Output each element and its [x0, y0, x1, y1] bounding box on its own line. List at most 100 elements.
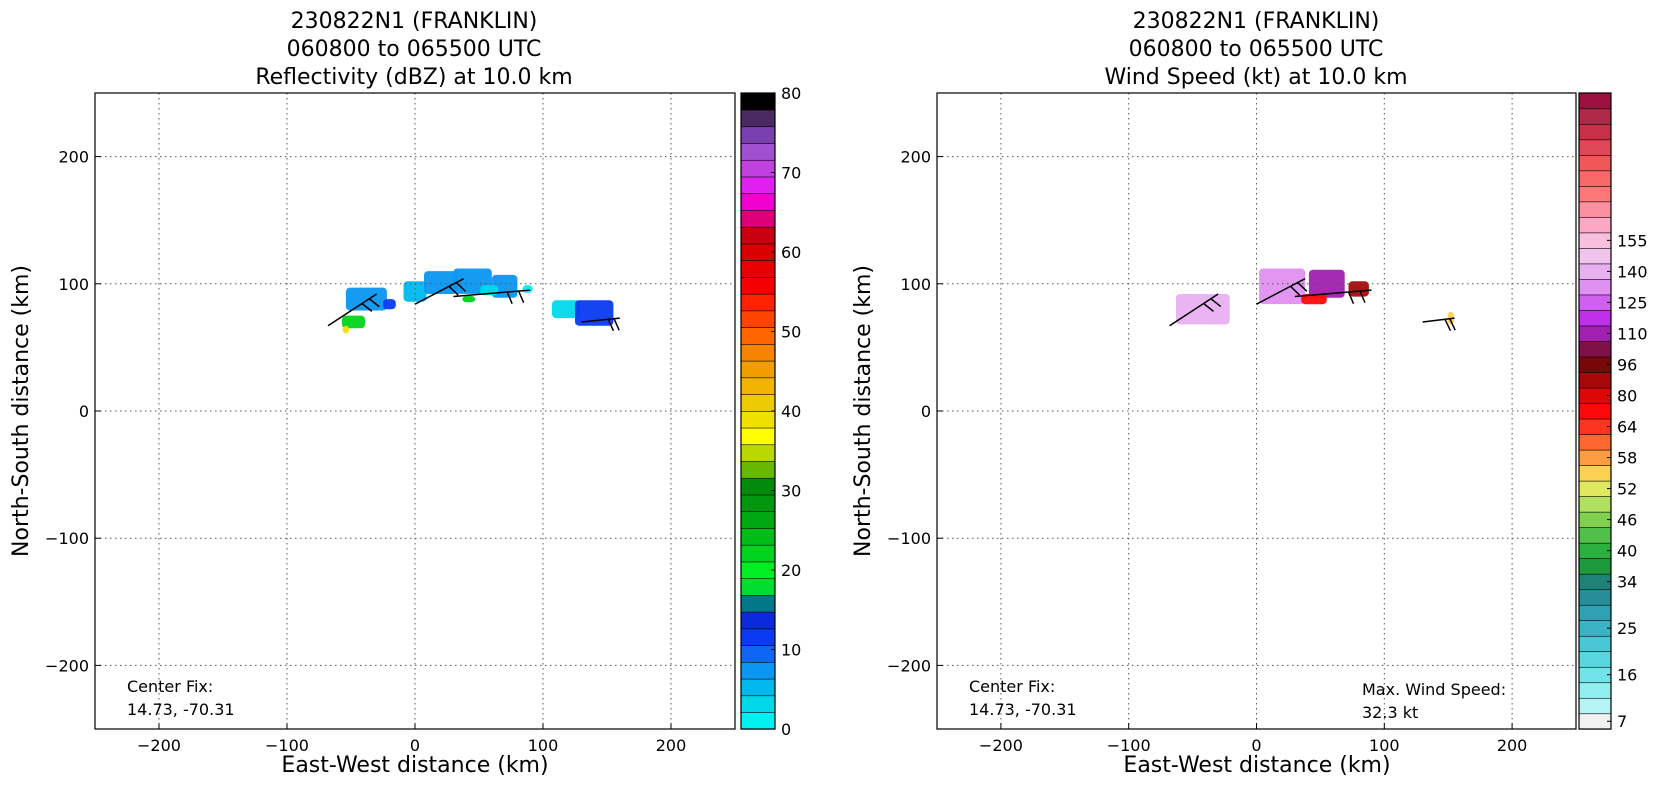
- colorbar-segment: [740, 410, 776, 429]
- wind-speed-x-ticks: −200 −100 0 100 200: [979, 723, 1527, 755]
- colorbar-segment: [740, 561, 776, 579]
- colorbar-tick-label: 96: [1617, 355, 1637, 374]
- wind-speed-wind-barbs: [1169, 278, 1456, 332]
- colorbar-segment: [1578, 697, 1612, 715]
- colorbar-tick-label: 140: [1617, 262, 1648, 281]
- colorbar-tick-label: 7: [1617, 712, 1627, 731]
- wind-barb-flag: [517, 290, 525, 304]
- colorbar-segment: [1578, 92, 1612, 110]
- x-tick-label: 0: [1251, 736, 1261, 755]
- wind-barb-flag: [506, 291, 513, 304]
- y-tick-label: −200: [887, 656, 931, 675]
- y-tick-label: 200: [900, 148, 931, 167]
- colorbar-segment: [1578, 558, 1612, 575]
- wind-speed-panel: 230822N1 (FRANKLIN) 060800 to 065500 UTC…: [851, 9, 1648, 778]
- colorbar-segment: [740, 159, 776, 178]
- reflectivity-center-fix-value: 14.73, -70.31: [127, 700, 235, 719]
- wind-speed-y-axis-label: North-South distance (km): [851, 265, 876, 557]
- colorbar-segment: [1578, 573, 1612, 590]
- colorbar-segment: [740, 661, 776, 680]
- wind-barb-flag: [1449, 318, 1456, 331]
- wind-barb-0: [1169, 293, 1219, 327]
- data-cell-0: [1176, 294, 1230, 325]
- wind-barb-1: [1256, 278, 1306, 305]
- wind-barb-flag: [1347, 291, 1355, 304]
- colorbar-segment: [740, 544, 776, 563]
- reflectivity-colorbar-ticks: 0 10 20 30 40 50 60 70 80: [771, 84, 801, 739]
- colorbar-segment: [740, 327, 776, 345]
- y-tick-label: 200: [58, 148, 89, 167]
- colorbar-tick-label: 34: [1617, 573, 1637, 592]
- colorbar-segment: [1578, 154, 1612, 172]
- y-tick-label: 0: [921, 402, 931, 421]
- data-cell-8: [462, 295, 476, 303]
- colorbar-segment: [740, 209, 776, 228]
- x-tick-label: −200: [137, 736, 181, 755]
- colorbar-segment: [1578, 139, 1612, 156]
- colorbar-segment: [740, 511, 776, 529]
- colorbar-segment: [740, 578, 776, 596]
- colorbar-segment: [1578, 371, 1612, 389]
- colorbar-tick-label: 110: [1617, 324, 1648, 343]
- data-cell-11: [552, 300, 581, 319]
- wind-barb-flag: [613, 318, 620, 331]
- wind-barb-flag: [1444, 318, 1452, 332]
- colorbar-tick-label: 40: [1617, 542, 1637, 561]
- wind-barb-3: [581, 317, 620, 323]
- colorbar-segment: [740, 427, 776, 446]
- colorbar-segment: [1578, 511, 1612, 528]
- colorbar-segment: [1578, 309, 1612, 327]
- x-tick-label: 0: [410, 736, 420, 755]
- reflectivity-colorbar: [740, 92, 776, 730]
- colorbar-segment: [1578, 496, 1612, 513]
- colorbar-segment: [740, 310, 776, 328]
- data-cell-3: [383, 299, 396, 310]
- colorbar-tick-label: 50: [781, 323, 801, 342]
- colorbar-tick-label: 40: [781, 402, 801, 421]
- colorbar-segment: [1578, 682, 1612, 699]
- wind-speed-colorbar: [1578, 92, 1612, 730]
- colorbar-tick-label: 80: [1617, 386, 1637, 405]
- colorbar-segment: [740, 293, 776, 312]
- colorbar-segment: [1578, 666, 1612, 684]
- colorbar-segment: [740, 594, 776, 613]
- colorbar-segment: [740, 611, 776, 630]
- reflectivity-center-fix-label: Center Fix:: [127, 677, 213, 696]
- colorbar-segment: [1578, 480, 1612, 497]
- wind-barb-2: [1294, 289, 1372, 298]
- reflectivity-wind-barbs: [327, 278, 620, 332]
- x-tick-label: −200: [979, 736, 1023, 755]
- y-tick-label: 100: [58, 275, 89, 294]
- reflectivity-title-line1: 230822N1 (FRANKLIN): [291, 9, 538, 34]
- wind-speed-center-fix-label: Center Fix:: [969, 677, 1055, 696]
- colorbar-segment: [740, 460, 776, 479]
- x-tick-label: −100: [265, 736, 309, 755]
- x-tick-label: 100: [528, 736, 559, 755]
- colorbar-segment: [740, 711, 776, 730]
- colorbar-segment: [1578, 216, 1612, 234]
- colorbar-segment: [1578, 402, 1612, 420]
- colorbar-segment: [1578, 433, 1612, 451]
- reflectivity-x-ticks: −200 −100 0 100 200: [137, 723, 686, 755]
- colorbar-tick-label: 16: [1617, 666, 1637, 685]
- colorbar-segment: [740, 695, 776, 713]
- colorbar-segment: [740, 260, 776, 278]
- wind-barb-flag: [1210, 298, 1222, 308]
- wind-barb-flag: [361, 302, 373, 312]
- colorbar-segment: [1578, 604, 1612, 622]
- colorbar-segment: [1578, 108, 1612, 125]
- colorbar-segment: [740, 176, 776, 195]
- wind-speed-x-axis-label: East-West distance (km): [1123, 753, 1390, 778]
- colorbar-segment: [1578, 589, 1612, 606]
- colorbar-segment: [1578, 232, 1612, 249]
- colorbar-segment: [1578, 263, 1612, 280]
- wind-speed-y-ticks: −200 −100 0 100 200: [887, 148, 943, 675]
- colorbar-segment: [1578, 325, 1612, 342]
- colorbar-segment: [1578, 635, 1612, 653]
- x-tick-label: 200: [656, 736, 687, 755]
- colorbar-tick-label: 64: [1617, 418, 1637, 437]
- wind-barb-flag: [368, 298, 380, 308]
- reflectivity-data-cells: [342, 268, 614, 334]
- colorbar-segment: [1578, 464, 1612, 482]
- colorbar-segment: [740, 243, 776, 261]
